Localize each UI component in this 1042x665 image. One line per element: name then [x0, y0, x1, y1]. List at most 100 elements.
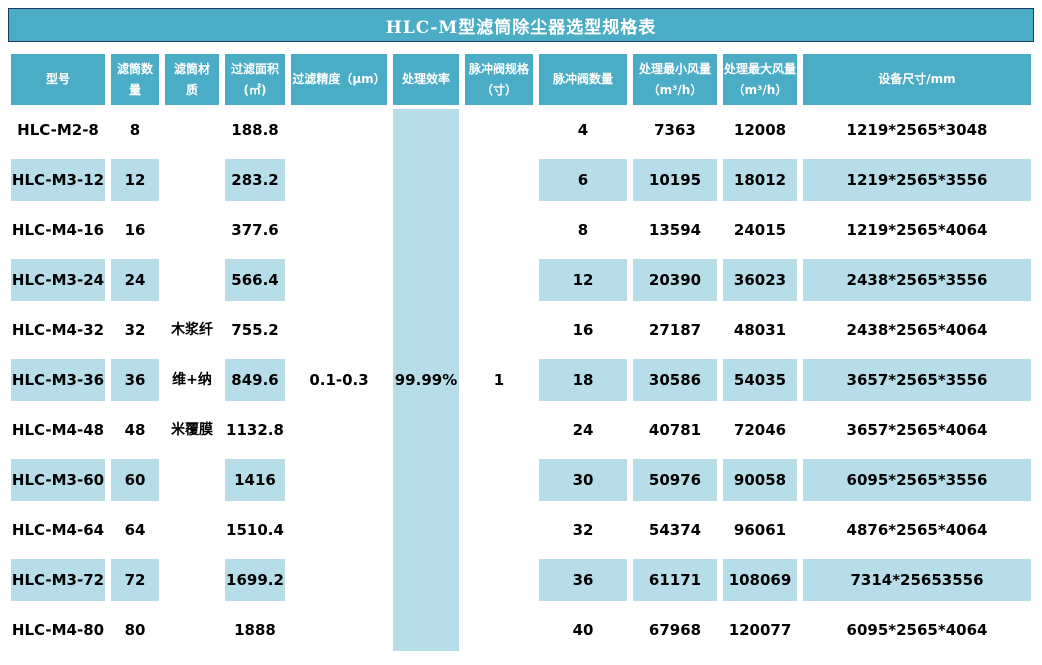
cell-cartridge-qty: 60	[108, 455, 162, 505]
cell-valve-qty: 36	[536, 555, 630, 605]
cell-dimensions: 6095*2565*3556	[800, 455, 1034, 505]
cell-cartridge-qty: 64	[108, 505, 162, 555]
col-header-model: 型号	[8, 54, 108, 105]
cell-model: HLC-M3-60	[8, 455, 108, 505]
cell-filter-area: 566.4	[222, 255, 288, 305]
cell-model: HLC-M3-72	[8, 555, 108, 605]
cell-model: HLC-M2-8	[8, 105, 108, 155]
cell-filter-area: 188.8	[222, 105, 288, 155]
cell-dimensions: 3657*2565*3556	[800, 355, 1034, 405]
cell-min-airflow: 7363	[630, 105, 720, 155]
cell-min-airflow: 20390	[630, 255, 720, 305]
cell-min-airflow: 27187	[630, 305, 720, 355]
table-row: HLC-M2-8 8 木浆纤 维+纳 米覆膜 188.8 0.1-0.3 99.…	[8, 105, 1034, 655]
cell-valve-qty: 6	[536, 155, 630, 205]
cell-model: HLC-M4-16	[8, 205, 108, 255]
cell-valve-qty: 8	[536, 205, 630, 255]
cell-cartridge-qty: 32	[108, 305, 162, 355]
cell-precision-merged: 0.1-0.3	[288, 105, 390, 655]
cell-max-airflow: 24015	[720, 205, 800, 255]
cell-valve-qty: 24	[536, 405, 630, 455]
cell-valve-qty: 30	[536, 455, 630, 505]
cell-efficiency-merged: 99.99%	[390, 105, 462, 655]
cell-filter-area: 1888	[222, 605, 288, 655]
cell-material-merged: 木浆纤 维+纳 米覆膜	[162, 105, 222, 655]
cell-valve-spec-merged: 1	[462, 105, 536, 655]
cell-filter-area: 283.2	[222, 155, 288, 205]
cell-min-airflow: 30586	[630, 355, 720, 405]
cell-filter-area: 755.2	[222, 305, 288, 355]
cell-dimensions: 2438*2565*3556	[800, 255, 1034, 305]
cell-cartridge-qty: 36	[108, 355, 162, 405]
cell-max-airflow: 96061	[720, 505, 800, 555]
title-bar: HLC-M型滤筒除尘器选型规格表	[8, 8, 1034, 42]
col-header-valve-spec: 脉冲阀规格 （寸）	[462, 54, 536, 105]
cell-model: HLC-M4-32	[8, 305, 108, 355]
cell-filter-area: 377.6	[222, 205, 288, 255]
col-header-precision: 过滤精度（μm）	[288, 54, 390, 105]
table-row: HLC-M3-60 60 1416 30 50976 90058 6095*25…	[8, 455, 1034, 505]
cell-cartridge-qty: 72	[108, 555, 162, 605]
cell-min-airflow: 54374	[630, 505, 720, 555]
spec-sheet: HLC-M型滤筒除尘器选型规格表 型号 滤筒数 量 滤筒材 质 过滤面积 (㎡)…	[0, 8, 1042, 665]
col-header-filter-area: 过滤面积 (㎡)	[222, 54, 288, 105]
cell-filter-area: 1699.2	[222, 555, 288, 605]
cell-cartridge-qty: 12	[108, 155, 162, 205]
cell-dimensions: 3657*2565*4064	[800, 405, 1034, 455]
cell-valve-qty: 4	[536, 105, 630, 155]
cell-max-airflow: 48031	[720, 305, 800, 355]
table-row: HLC-M3-72 72 1699.2 36 61171 108069 7314…	[8, 555, 1034, 605]
cell-dimensions: 2438*2565*4064	[800, 305, 1034, 355]
cell-model: HLC-M3-12	[8, 155, 108, 205]
cell-max-airflow: 54035	[720, 355, 800, 405]
cell-dimensions: 6095*2565*4064	[800, 605, 1034, 655]
cell-min-airflow: 67968	[630, 605, 720, 655]
cell-dimensions: 4876*2565*4064	[800, 505, 1034, 555]
cell-min-airflow: 40781	[630, 405, 720, 455]
cell-cartridge-qty: 24	[108, 255, 162, 305]
col-header-efficiency: 处理效率	[390, 54, 462, 105]
cell-valve-qty: 18	[536, 355, 630, 405]
cell-model: HLC-M3-24	[8, 255, 108, 305]
cell-min-airflow: 61171	[630, 555, 720, 605]
cell-model: HLC-M4-80	[8, 605, 108, 655]
cell-dimensions: 1219*2565*3556	[800, 155, 1034, 205]
table-row: HLC-M4-64 64 1510.4 32 54374 96061 4876*…	[8, 505, 1034, 555]
col-header-max-airflow: 处理最大风量 （m³/h）	[720, 54, 800, 105]
table-row: HLC-M3-36 36 849.6 18 30586 54035 3657*2…	[8, 355, 1034, 405]
header-row: 型号 滤筒数 量 滤筒材 质 过滤面积 (㎡) 过滤精度（μm） 处理效率 脉冲…	[8, 54, 1034, 105]
spec-table: 型号 滤筒数 量 滤筒材 质 过滤面积 (㎡) 过滤精度（μm） 处理效率 脉冲…	[8, 54, 1034, 655]
col-header-cartridge-qty: 滤筒数 量	[108, 54, 162, 105]
table-row: HLC-M4-32 32 755.2 16 27187 48031 2438*2…	[8, 305, 1034, 355]
cell-min-airflow: 13594	[630, 205, 720, 255]
cell-filter-area: 1416	[222, 455, 288, 505]
cell-cartridge-qty: 8	[108, 105, 162, 155]
cell-max-airflow: 120077	[720, 605, 800, 655]
col-header-material: 滤筒材 质	[162, 54, 222, 105]
cell-cartridge-qty: 80	[108, 605, 162, 655]
cell-filter-area: 849.6	[222, 355, 288, 405]
cell-filter-area: 1510.4	[222, 505, 288, 555]
cell-max-airflow: 18012	[720, 155, 800, 205]
table-row: HLC-M4-80 80 1888 40 67968 120077 6095*2…	[8, 605, 1034, 655]
cell-cartridge-qty: 48	[108, 405, 162, 455]
cell-model: HLC-M4-64	[8, 505, 108, 555]
cell-max-airflow: 12008	[720, 105, 800, 155]
cell-min-airflow: 10195	[630, 155, 720, 205]
cell-max-airflow: 36023	[720, 255, 800, 305]
col-header-dimensions: 设备尺寸/mm	[800, 54, 1034, 105]
cell-max-airflow: 108069	[720, 555, 800, 605]
col-header-min-airflow: 处理最小风量 （m³/h）	[630, 54, 720, 105]
page-title: HLC-M型滤筒除尘器选型规格表	[385, 17, 657, 38]
cell-valve-qty: 12	[536, 255, 630, 305]
cell-dimensions: 1219*2565*4064	[800, 205, 1034, 255]
table-row: HLC-M4-48 48 1132.8 24 40781 72046 3657*…	[8, 405, 1034, 455]
cell-valve-qty: 40	[536, 605, 630, 655]
cell-max-airflow: 90058	[720, 455, 800, 505]
col-header-valve-qty: 脉冲阀数量	[536, 54, 630, 105]
cell-valve-qty: 16	[536, 305, 630, 355]
cell-min-airflow: 50976	[630, 455, 720, 505]
cell-dimensions: 7314*25653556	[800, 555, 1034, 605]
table-row: HLC-M3-12 12 283.2 6 10195 18012 1219*25…	[8, 155, 1034, 205]
cell-model: HLC-M3-36	[8, 355, 108, 405]
